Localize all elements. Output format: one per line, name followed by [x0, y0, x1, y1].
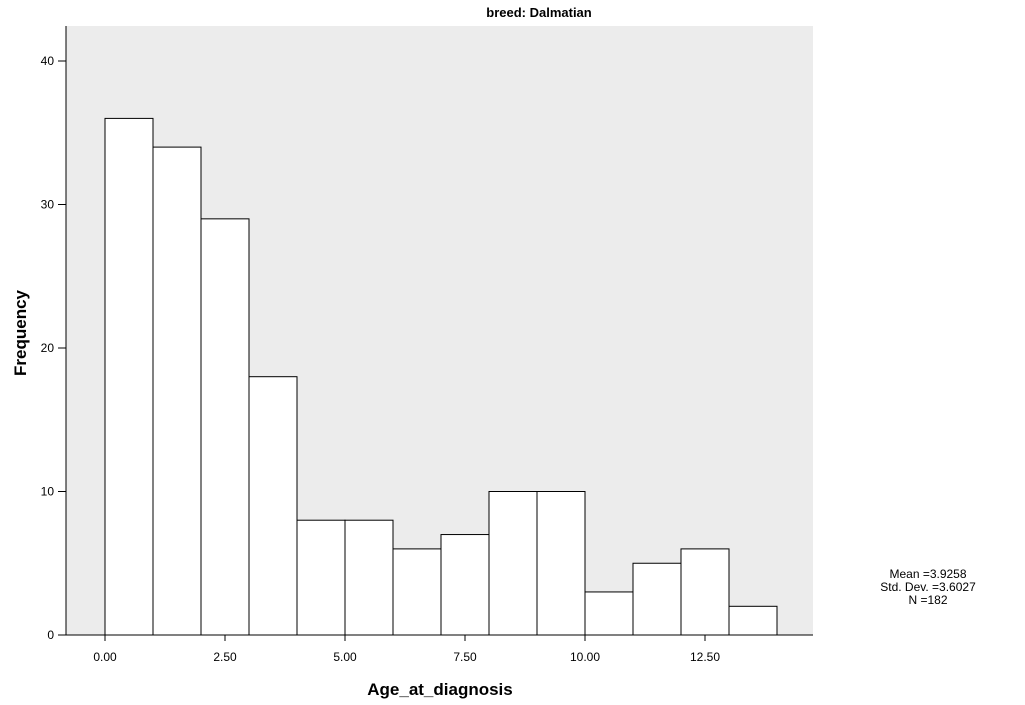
- chart-title: breed: Dalmatian: [486, 5, 592, 20]
- histogram-bar: [440, 534, 490, 636]
- y-tick-label: 10: [41, 485, 55, 499]
- histogram-bar: [536, 491, 586, 636]
- histogram-bar: [584, 591, 634, 636]
- stat-n: N =182: [908, 593, 948, 607]
- histogram-bar: [344, 519, 394, 636]
- histogram-bar: [728, 605, 778, 636]
- histogram-bar: [200, 218, 250, 636]
- histogram-bar: [632, 562, 682, 636]
- histogram-bar: [248, 376, 298, 636]
- histogram-bar: [488, 491, 538, 636]
- x-ticks-group: 0.00 2.50 5.00 7.50 10.00 12.50: [93, 635, 720, 664]
- x-tick-label: 0.00: [93, 650, 117, 664]
- y-tick-label: 0: [47, 628, 54, 642]
- y-axis-title: Frequency: [11, 289, 30, 376]
- y-tick-label: 30: [41, 198, 55, 212]
- x-tick-label: 2.50: [213, 650, 237, 664]
- x-tick-label: 12.50: [690, 650, 720, 664]
- x-tick-label: 10.00: [570, 650, 600, 664]
- x-tick-label: 7.50: [453, 650, 477, 664]
- x-tick-label: 5.00: [333, 650, 357, 664]
- axes-group: [65, 26, 813, 636]
- y-ticks-group: 0 10 20 30 40: [41, 54, 66, 642]
- y-tick-label: 20: [41, 341, 55, 355]
- histogram-bar: [296, 519, 346, 636]
- y-tick-label: 40: [41, 54, 55, 68]
- histogram-bar: [152, 146, 202, 636]
- bars-group: [104, 117, 778, 636]
- stat-std-dev: Std. Dev. =3.6027: [880, 580, 976, 594]
- histogram-bar: [104, 117, 154, 636]
- histogram-bar: [392, 548, 442, 636]
- summary-stats: Mean =3.9258 Std. Dev. =3.6027 N =182: [858, 568, 998, 607]
- histogram-bar: [680, 548, 730, 636]
- stat-mean: Mean =3.9258: [889, 567, 967, 581]
- x-axis-title: Age_at_diagnosis: [367, 680, 513, 699]
